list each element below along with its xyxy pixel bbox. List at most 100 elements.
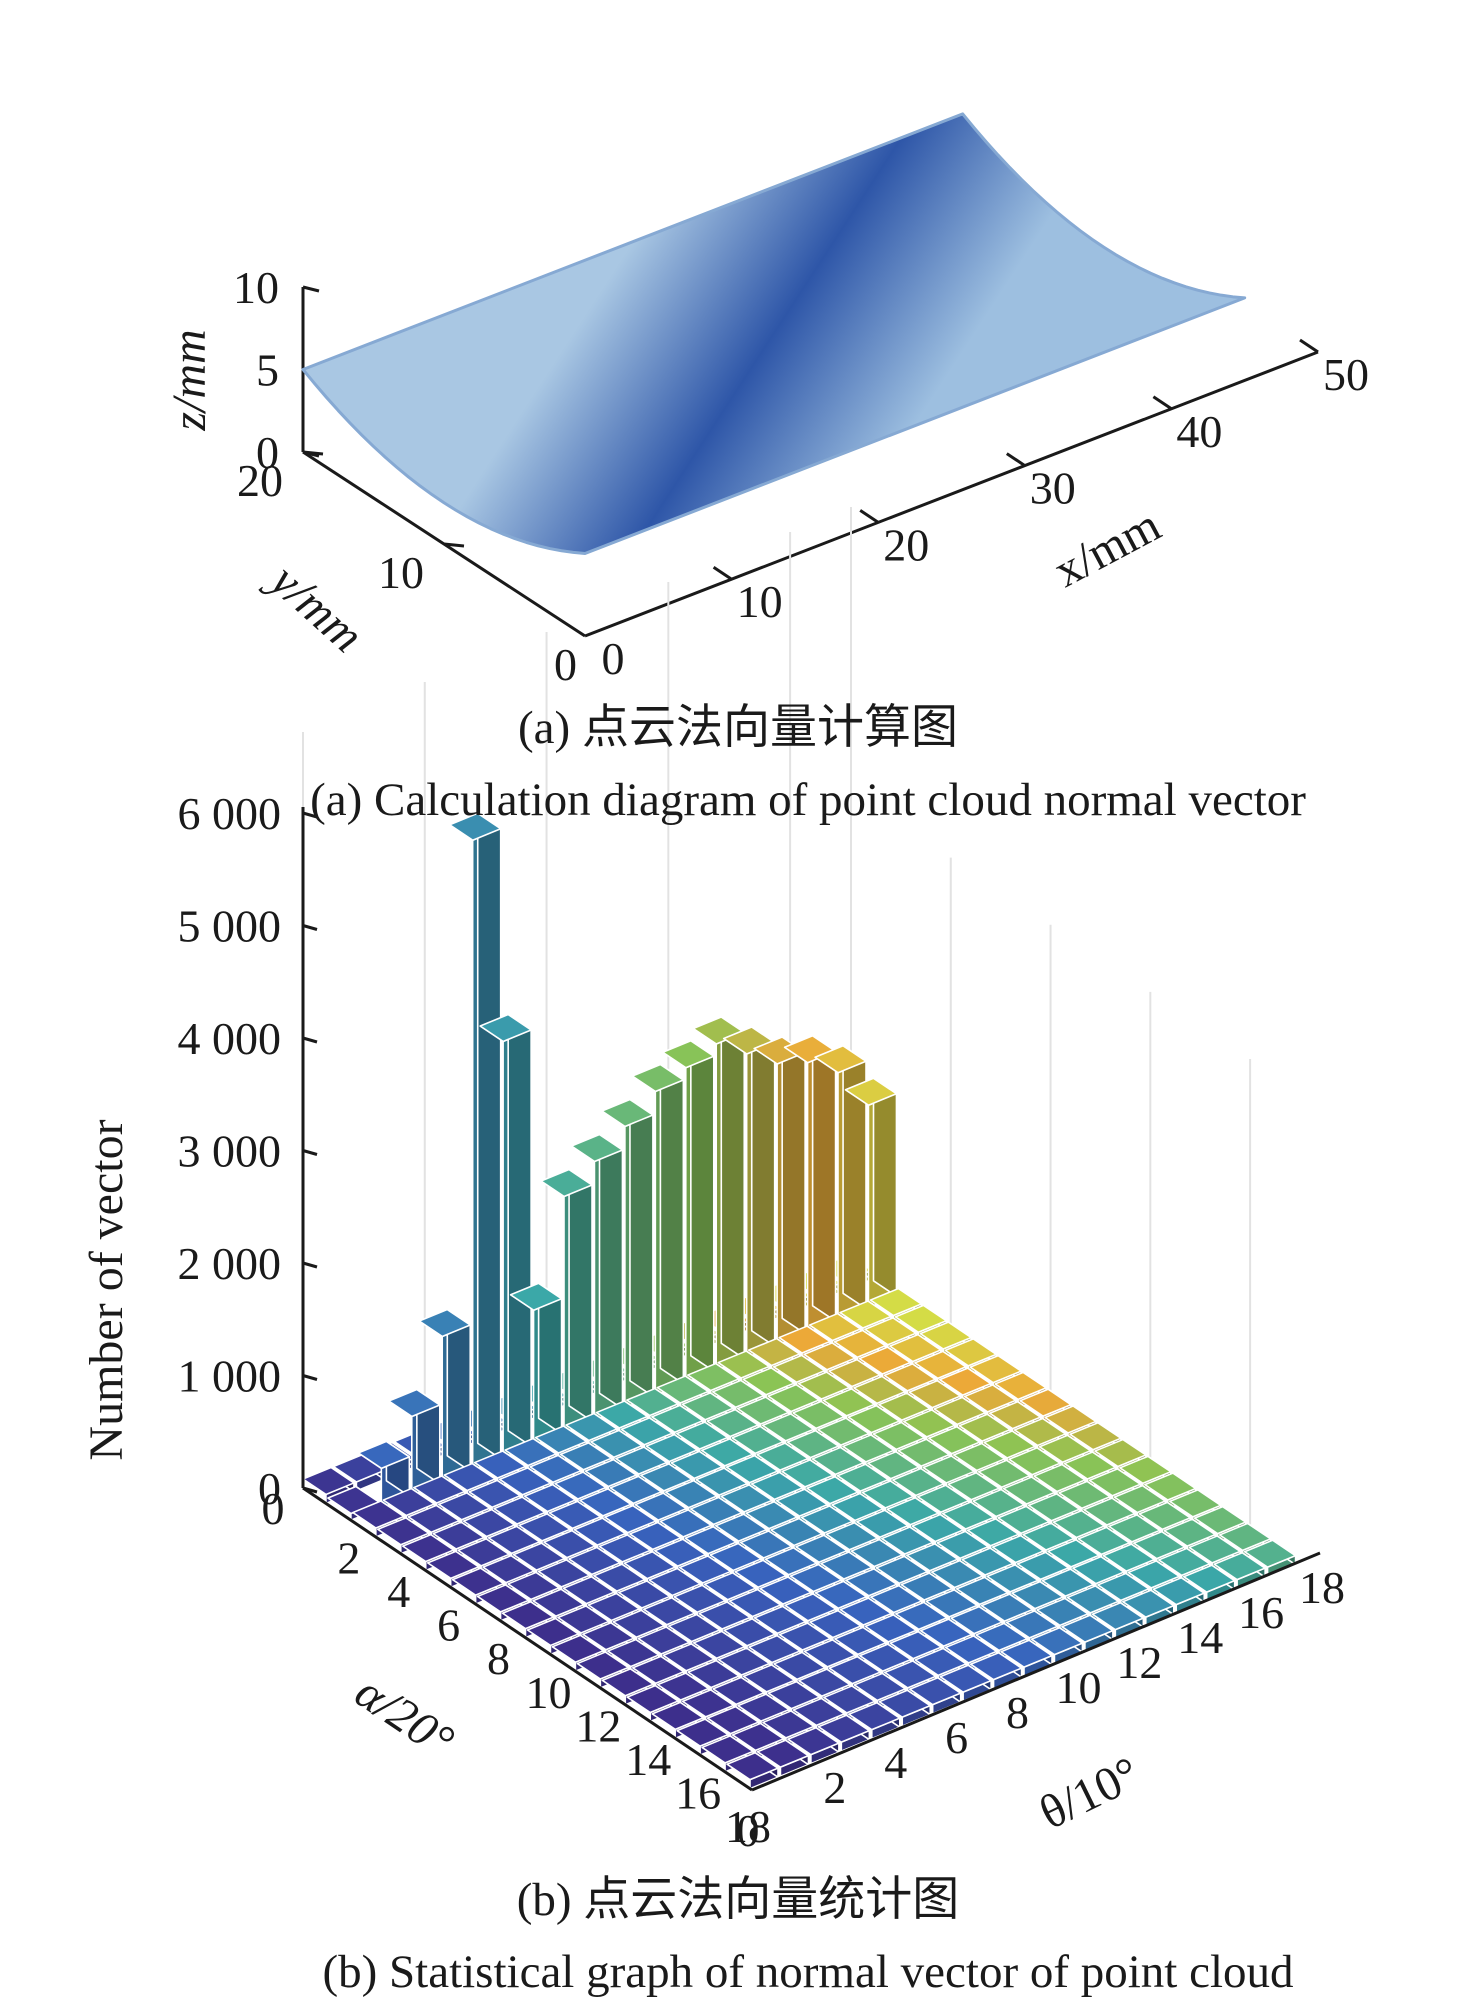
bar-top-face xyxy=(839,1300,892,1329)
bar-top-face xyxy=(667,1613,721,1643)
bar-top-face xyxy=(543,1529,596,1559)
bar-top-face xyxy=(963,1384,1017,1413)
bar-top-face xyxy=(1052,1509,1106,1539)
theta-tick-label: 2 xyxy=(823,1762,846,1813)
bar-top-face xyxy=(645,1433,699,1463)
bar-top-face xyxy=(388,1388,441,1418)
bar-top-face xyxy=(847,1404,901,1434)
bar-top-face xyxy=(1033,1463,1086,1493)
bar-top-face xyxy=(881,1526,934,1555)
bar-top-face xyxy=(892,1467,945,1497)
bar-top-face xyxy=(944,1635,998,1664)
bar-side-face xyxy=(598,1133,624,1410)
bar-top-face xyxy=(479,1013,532,1043)
bar-top-face xyxy=(905,1543,959,1572)
bar-top-face xyxy=(609,1475,663,1505)
theta-tick-label: 18 xyxy=(1299,1562,1345,1613)
bar-top-face xyxy=(756,1739,810,1768)
bar-top-face xyxy=(684,1525,737,1555)
bar-top-face xyxy=(701,1735,754,1764)
caption-b-cn: (b) 点云法向量统计图 xyxy=(516,1874,960,1926)
z-tick-label: 5 xyxy=(256,345,279,396)
bar-side-face xyxy=(750,1026,776,1348)
bar-top-face xyxy=(908,1379,962,1409)
bar-top-face xyxy=(656,1375,710,1404)
bar-top-face xyxy=(1218,1522,1272,1552)
bar-top-face xyxy=(1138,1501,1192,1531)
bar-top-face xyxy=(706,1705,760,1735)
bar-top-face xyxy=(1152,1576,1206,1606)
bar-top-face xyxy=(1044,1405,1097,1434)
bar-top-face xyxy=(864,1614,918,1643)
bar-top-face xyxy=(706,1408,759,1438)
bar-top-face xyxy=(975,1622,1028,1652)
bar-top-face xyxy=(501,1600,555,1630)
bar-top-face xyxy=(1008,1446,1061,1476)
bar-top-face xyxy=(761,1413,815,1442)
bar-top-face xyxy=(426,1550,480,1580)
bar-top-face xyxy=(711,1379,765,1409)
bar-top-face xyxy=(664,1479,718,1509)
bar-top-face xyxy=(618,1580,671,1609)
x-tick-label: 40 xyxy=(1176,406,1222,457)
bar-top-face xyxy=(828,1655,882,1685)
bar xyxy=(1243,1539,1297,1577)
bar-top-face xyxy=(457,1538,510,1567)
bar-top-face xyxy=(582,1621,635,1651)
bar-top-face xyxy=(916,1484,970,1514)
bar-top-face xyxy=(1066,1585,1120,1614)
bar-top-face xyxy=(831,1492,884,1522)
bar-top-face xyxy=(798,1668,851,1697)
bar-top-face xyxy=(844,1077,898,1107)
bar-top-face xyxy=(1168,1489,1222,1518)
bar-top-face xyxy=(859,1643,912,1672)
bar-top-face xyxy=(781,1459,834,1488)
bar-top-face xyxy=(640,1463,693,1492)
caption-a-en: (a) Calculation diagram of point cloud n… xyxy=(310,774,1306,826)
bar-top-face xyxy=(861,1480,915,1509)
bar-top-face xyxy=(662,1039,715,1069)
x-axis-line xyxy=(584,350,1319,638)
bar-top-face xyxy=(714,1513,768,1542)
bar-top-face xyxy=(775,1488,829,1517)
bar-top-face xyxy=(595,1400,649,1429)
bar-top-face xyxy=(487,1525,541,1555)
bar-top-face xyxy=(1000,1639,1053,1668)
bar-top-face xyxy=(1094,1438,1147,1468)
bar-top-face xyxy=(1144,1472,1197,1501)
bar-top-face xyxy=(709,1542,762,1572)
bar-top-face xyxy=(1088,1468,1142,1497)
bar-top-face xyxy=(886,1496,940,1526)
bar-top-face xyxy=(734,1559,787,1589)
bar-top-face xyxy=(919,1618,973,1647)
z-tick-label: 10 xyxy=(233,262,279,313)
bar-top-face xyxy=(1002,1476,1056,1505)
bar-top-face xyxy=(814,1044,867,1074)
bar-top-face xyxy=(302,1466,355,1496)
bar-top-face xyxy=(407,1504,461,1534)
bar-top-face xyxy=(717,1647,771,1676)
bar-top-face xyxy=(651,1701,704,1731)
bar-top-face xyxy=(944,1338,998,1367)
bar-top-face xyxy=(977,1459,1031,1489)
z-tick-mark xyxy=(302,1149,318,1156)
bar-top-face xyxy=(607,1638,660,1668)
bar xyxy=(1022,1522,1075,1560)
bar-top-face xyxy=(1091,1601,1145,1631)
bar-top-face xyxy=(482,1554,535,1584)
bar-top-face xyxy=(1188,1535,1241,1564)
bar-top-face xyxy=(548,1500,602,1530)
bar-top-face xyxy=(662,1643,715,1672)
bar-top-face xyxy=(848,1701,901,1731)
bar-top-face xyxy=(653,1538,707,1567)
bar-top-face xyxy=(980,1593,1034,1622)
y-tick-label: 20 xyxy=(237,455,283,506)
bar-top-face xyxy=(961,1547,1014,1576)
x-tick-mark xyxy=(712,565,733,581)
bar-top-face xyxy=(778,1325,831,1354)
bar-top-face xyxy=(856,1509,909,1539)
bar-top-face xyxy=(770,1517,823,1547)
alpha-tick-label: 10 xyxy=(525,1667,571,1718)
